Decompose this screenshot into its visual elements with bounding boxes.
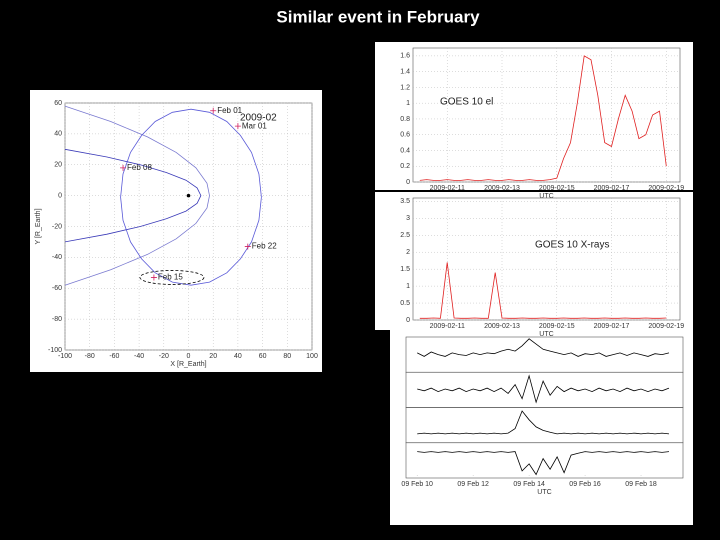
x-tick-label: 2009-02-13 bbox=[484, 323, 520, 330]
x-tick-label: 0 bbox=[187, 353, 191, 360]
x-tick-label: 2009-02-11 bbox=[430, 185, 465, 192]
series-line bbox=[417, 338, 670, 357]
orbit-marker bbox=[244, 243, 251, 250]
series-line bbox=[419, 262, 667, 319]
x-tick-label: 09 Feb 18 bbox=[625, 481, 657, 488]
point-label: Feb 01 bbox=[217, 106, 242, 115]
field-panel bbox=[390, 330, 693, 525]
x-tick-label: 09 Feb 12 bbox=[457, 481, 489, 488]
y-axis-label: Y [R_Earth] bbox=[35, 208, 42, 244]
highlight-ellipse bbox=[139, 270, 205, 285]
y-tick-label: 0.2 bbox=[400, 163, 410, 170]
x-tick-label: 80 bbox=[283, 353, 291, 360]
y-tick-label: 3 bbox=[406, 215, 410, 222]
y-tick-label: 1.4 bbox=[400, 68, 410, 75]
x-tick-label: -20 bbox=[159, 353, 169, 360]
plot-frame bbox=[412, 197, 681, 321]
y-tick-label: 0 bbox=[406, 317, 410, 324]
x-tick-label: 100 bbox=[306, 353, 318, 360]
x-axis-label: UTC bbox=[539, 193, 553, 200]
earth-marker bbox=[186, 193, 191, 198]
x-tick-label: 60 bbox=[259, 353, 267, 360]
y-tick-label: 40 bbox=[54, 131, 62, 138]
y-tick-label: 3.5 bbox=[400, 198, 410, 205]
y-tick-label: 2 bbox=[406, 249, 410, 256]
point-label: Feb 15 bbox=[158, 273, 183, 282]
chart-title: GOES 10 X-rays bbox=[535, 240, 609, 251]
series-line bbox=[120, 108, 262, 286]
x-axis-label: UTC bbox=[539, 331, 553, 338]
x-tick-label: -40 bbox=[134, 353, 144, 360]
series-line bbox=[64, 148, 202, 243]
orbit-marker bbox=[120, 164, 127, 171]
x-axis-label: UTC bbox=[537, 489, 551, 496]
x-tick-label: 09 Feb 16 bbox=[569, 481, 601, 488]
point-label: Feb 22 bbox=[252, 242, 277, 251]
x-tick-label: -60 bbox=[109, 353, 119, 360]
series-line bbox=[417, 374, 670, 404]
y-tick-label: 0.6 bbox=[400, 132, 410, 139]
y-tick-label: 0.4 bbox=[400, 147, 410, 154]
y-tick-label: 0.5 bbox=[400, 300, 410, 307]
y-tick-label: 1 bbox=[406, 283, 410, 290]
series-line bbox=[417, 410, 670, 435]
x-tick-label: 2009-02-19 bbox=[648, 185, 684, 192]
series-line bbox=[419, 55, 667, 181]
series-line bbox=[64, 105, 210, 286]
plot-frame bbox=[405, 442, 684, 479]
orbit-panel bbox=[30, 90, 322, 372]
orbit-marker bbox=[150, 274, 157, 281]
electron-panel bbox=[375, 42, 693, 190]
x-tick-label: 2009-02-17 bbox=[594, 323, 630, 330]
y-tick-label: 1 bbox=[406, 100, 410, 107]
x-tick-label: 2009-02-15 bbox=[539, 323, 575, 330]
y-tick-label: 1.2 bbox=[400, 84, 410, 91]
y-tick-label: 0.8 bbox=[400, 116, 410, 123]
xray-panel bbox=[375, 192, 693, 330]
slide-title: Similar event in February bbox=[276, 7, 480, 26]
y-tick-label: 1.6 bbox=[400, 53, 410, 60]
x-tick-label: 40 bbox=[234, 353, 242, 360]
y-tick-label: 0 bbox=[58, 192, 62, 199]
x-tick-label: 2009-02-11 bbox=[430, 323, 465, 330]
y-tick-label: 20 bbox=[54, 162, 62, 169]
point-label: Feb 08 bbox=[127, 163, 152, 172]
y-tick-label: 60 bbox=[54, 100, 62, 107]
orbit-marker bbox=[234, 123, 241, 130]
y-tick-label: 2.5 bbox=[400, 232, 410, 239]
y-tick-label: -80 bbox=[52, 316, 62, 323]
y-tick-label: -100 bbox=[48, 347, 62, 354]
y-tick-label: -40 bbox=[52, 254, 62, 261]
y-tick-label: -60 bbox=[52, 285, 62, 292]
orbit-marker bbox=[210, 107, 217, 114]
y-tick-label: 1.5 bbox=[400, 266, 410, 273]
annotation: 2009-02 bbox=[240, 113, 277, 124]
x-tick-label: -100 bbox=[58, 353, 72, 360]
series-line bbox=[417, 451, 670, 476]
chart-title: GOES 10 el bbox=[440, 97, 493, 108]
x-tick-label: 20 bbox=[209, 353, 217, 360]
plot-frame bbox=[412, 47, 681, 183]
x-tick-label: 2009-02-19 bbox=[648, 323, 684, 330]
x-axis-label: X [R_Earth] bbox=[170, 361, 206, 368]
x-tick-label: 2009-02-13 bbox=[484, 185, 520, 192]
y-tick-label: 0 bbox=[406, 179, 410, 186]
y-tick-label: -20 bbox=[52, 223, 62, 230]
point-label: Mar 01 bbox=[242, 121, 267, 130]
x-tick-label: 2009-02-17 bbox=[594, 185, 630, 192]
x-tick-label: 2009-02-15 bbox=[539, 185, 575, 192]
x-tick-label: -80 bbox=[85, 353, 95, 360]
x-tick-label: 09 Feb 14 bbox=[513, 481, 545, 488]
x-tick-label: 09 Feb 10 bbox=[401, 481, 433, 488]
